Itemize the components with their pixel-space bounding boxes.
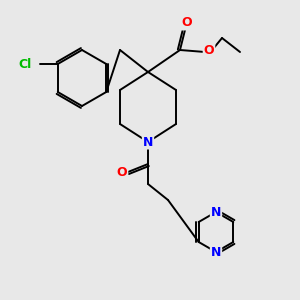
Text: N: N xyxy=(211,206,221,218)
Text: O: O xyxy=(117,166,127,178)
Text: N: N xyxy=(211,245,221,259)
Text: O: O xyxy=(204,44,214,56)
Text: O: O xyxy=(182,16,192,29)
Text: N: N xyxy=(143,136,153,148)
Text: Cl: Cl xyxy=(19,58,32,70)
